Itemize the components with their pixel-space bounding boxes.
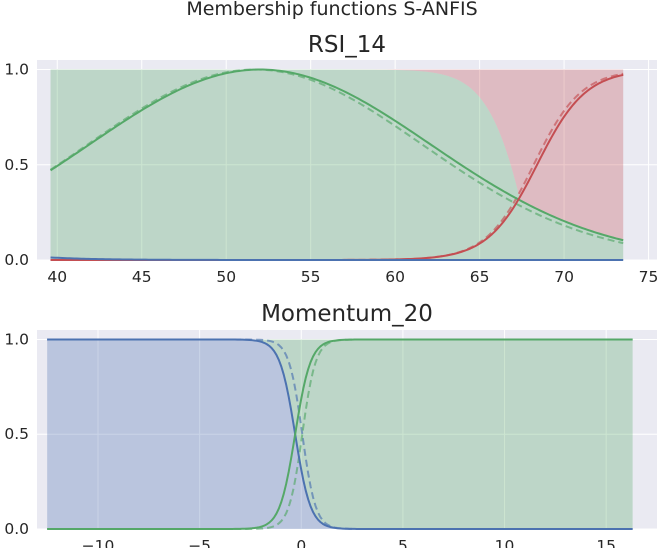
x-tick-label: 60 [385,268,405,286]
y-tick-label: 0.0 [4,520,29,538]
x-tick-label: 55 [301,268,321,286]
x-tick-label: 40 [47,268,67,286]
series-line-low-solid [47,338,633,530]
plot-area [37,330,657,529]
y-tick-label: 0.5 [4,156,29,174]
subplot-rsi-14: RSI_14 40 45 50 55 60 65 70 75 0.0 0.5 1.0 [4,32,658,286]
series-line-mid-solid [47,338,633,530]
series-line-low-solid [50,256,624,261]
subplot-momentum-20: Momentum_20 −10 −5 0 5 10 15 0.0 0.5 1.0 [4,301,657,552]
x-tick-label: 75 [639,268,659,286]
y-tick-label: 1.0 [4,330,29,348]
series-line-mid-solid [49,68,624,242]
fill-region-low [47,339,633,529]
subplot-title-rsi-14: RSI_14 [308,32,386,58]
x-tick-label: 15 [596,537,616,548]
x-tick-label: 70 [554,268,574,286]
series-line-mid-dashed [49,68,624,245]
y-tick-label: 1.0 [4,61,29,79]
fill-region-mid [47,339,633,529]
y-tick-label: 0.0 [4,251,29,269]
x-tick-label: 10 [495,537,515,548]
figure-suptitle: Membership functions S-ANFIS [186,0,478,20]
fill-region-mid [50,69,624,261]
y-tick-label: 0.5 [4,425,29,443]
fill-region-high [50,69,624,241]
x-tick-label: 5 [398,537,408,548]
x-tick-label: 45 [132,268,152,286]
x-tick-label: −5 [188,537,211,548]
x-tick-label: 50 [216,268,236,286]
x-tick-label: 0 [296,537,306,548]
x-tick-label: 65 [470,268,490,286]
x-tick-label: −10 [82,537,115,548]
subplot-title-momentum-20: Momentum_20 [261,301,433,327]
